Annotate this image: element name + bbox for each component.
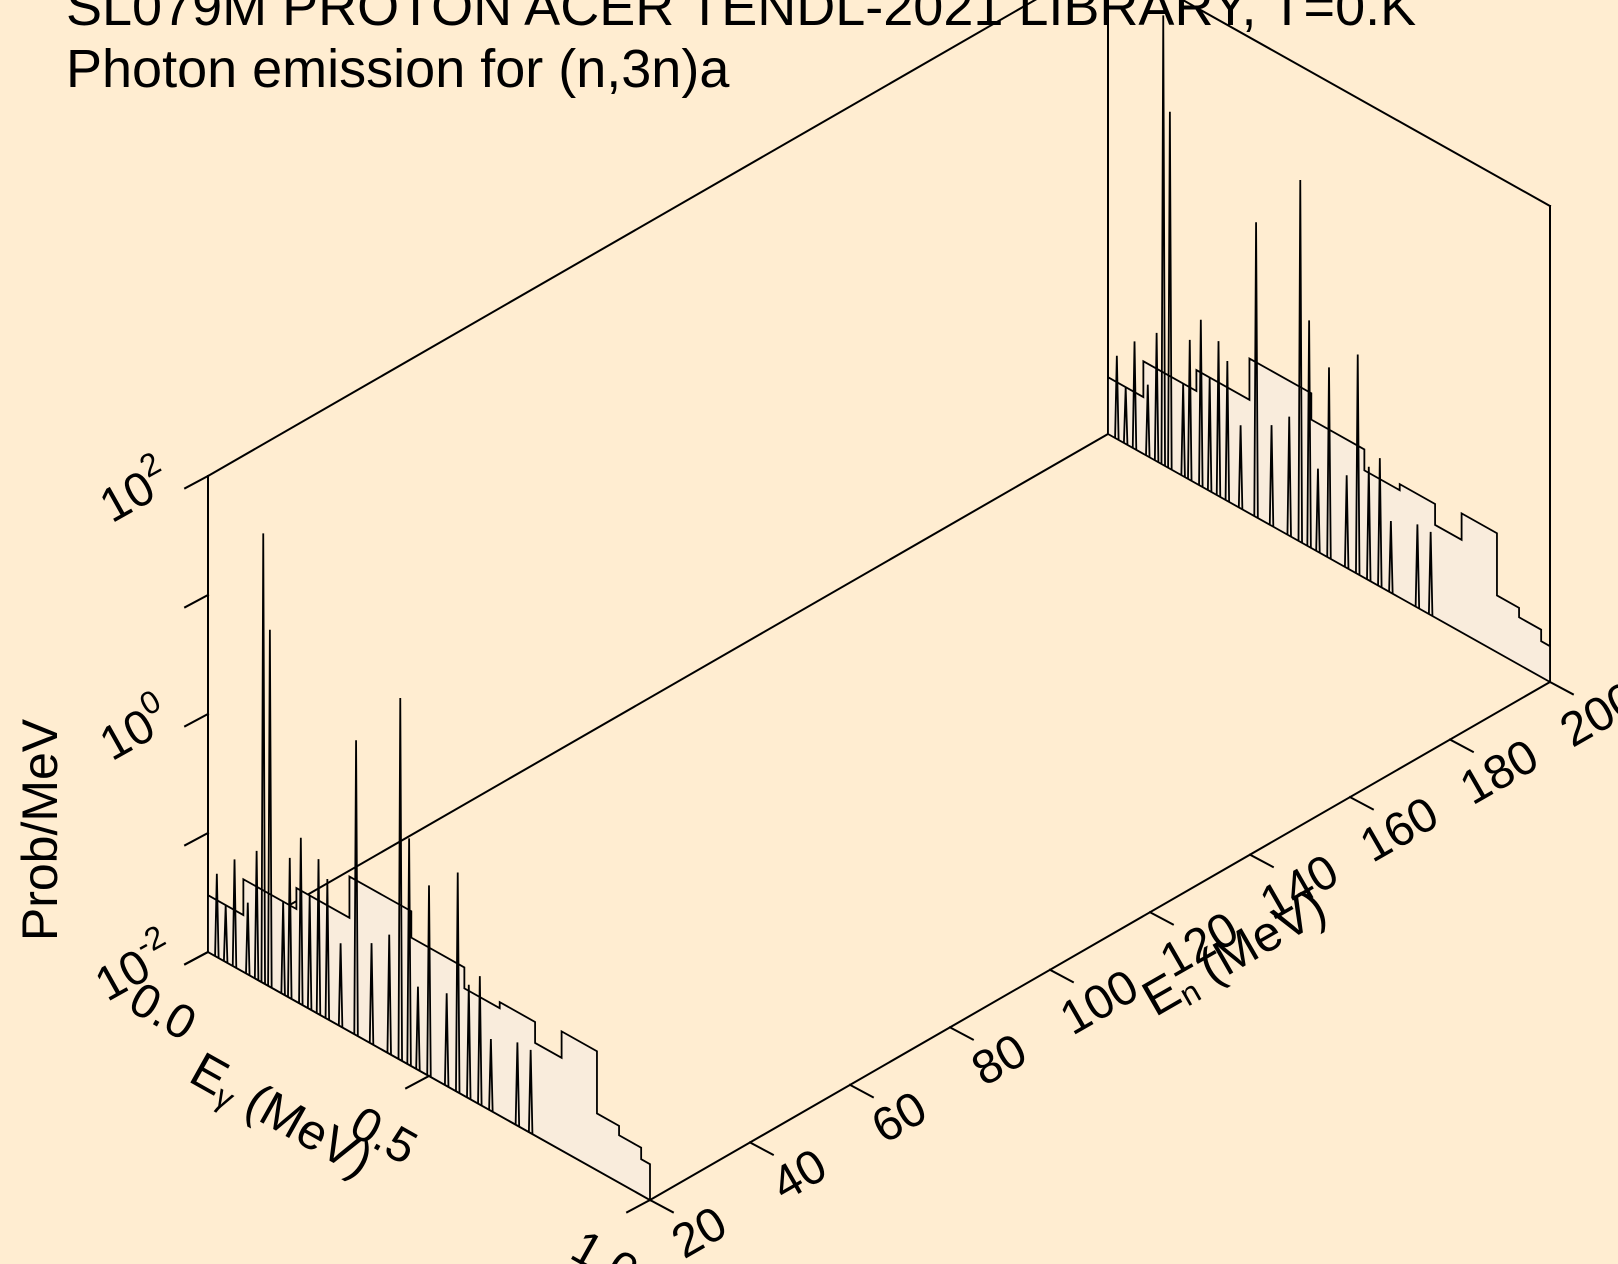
gamma-line-20-22 — [455, 872, 461, 1094]
y-tick-label-9: 200 — [1552, 672, 1618, 758]
x-tick-mark-1 — [404, 1074, 431, 1090]
gamma-line-20-18 — [406, 838, 412, 1066]
gamma-line-200-8 — [1187, 339, 1193, 481]
gamma-line-200-22 — [1355, 354, 1361, 576]
gamma-line-200-25 — [1388, 521, 1394, 594]
gamma-line-200-17 — [1297, 179, 1303, 543]
back-top-edge — [206, 0, 1038, 478]
x-tick-label-2: 1.0 — [563, 1220, 647, 1264]
chart-subtitle: Photon emission for (n,3n)a — [66, 39, 730, 99]
gamma-line-20-25 — [488, 1039, 494, 1112]
far-top-edge — [1180, 0, 1552, 208]
y-tick-label-2: 60 — [863, 1081, 936, 1154]
gamma-line-20-0 — [214, 873, 220, 958]
back-floor-edge — [206, 432, 1110, 954]
gamma-line-200-23 — [1366, 466, 1372, 582]
y-tick-label-3: 80 — [963, 1024, 1036, 1097]
gamma-line-200-10 — [1206, 377, 1213, 493]
y-tick-mark-4 — [1048, 968, 1075, 984]
y-tick-mark-6 — [1248, 853, 1275, 869]
gamma-line-20-4 — [253, 850, 260, 981]
gamma-line-200-19 — [1315, 468, 1321, 553]
gamma-line-20-27 — [527, 1049, 534, 1135]
y-tick-label-1: 40 — [763, 1139, 836, 1212]
gamma-line-20-15 — [368, 943, 375, 1045]
gamma-line-200-26 — [1414, 524, 1421, 609]
y-tick-label-8: 180 — [1452, 730, 1548, 816]
z-minor-tick-0 — [183, 950, 210, 966]
y-axis-line — [648, 680, 1552, 1202]
chart-title: SL079M PROTON ACER TENDL-2021 LIBRARY, T… — [66, 0, 1417, 37]
gamma-line-200-18 — [1306, 320, 1312, 548]
gamma-line-20-6 — [267, 629, 273, 988]
gamma-line-200-24 — [1377, 458, 1383, 588]
gamma-line-200-16 — [1286, 416, 1292, 537]
gamma-line-200-21 — [1344, 475, 1350, 569]
gamma-line-20-13 — [337, 943, 344, 1028]
gamma-line-200-11 — [1215, 341, 1222, 498]
gamma-line-20-20 — [426, 885, 432, 1078]
continuum-slice-20 — [207, 875, 651, 1202]
gamma-line-20-19 — [415, 986, 421, 1071]
z-axis-label: Prob/MeV — [12, 718, 68, 941]
y-tick-mark-9 — [1548, 680, 1575, 696]
z-minor-tick-1 — [183, 831, 210, 847]
gamma-line-20-1 — [223, 905, 229, 963]
gamma-line-20-8 — [287, 857, 293, 999]
z-minor-tick-2 — [183, 712, 210, 728]
gamma-line-200-0 — [1114, 355, 1120, 440]
y-tick-mark-2 — [848, 1083, 875, 1099]
y-tick-label-4: 100 — [1052, 960, 1148, 1046]
gamma-line-20-12 — [324, 878, 331, 1020]
gamma-line-20-3 — [245, 902, 251, 976]
y-tick-mark-3 — [948, 1025, 975, 1041]
gamma-line-200-5 — [1160, 15, 1166, 466]
y-tick-mark-1 — [748, 1141, 775, 1157]
gamma-line-200-3 — [1145, 384, 1151, 458]
gamma-line-200-1 — [1123, 387, 1129, 445]
gamma-line-200-27 — [1427, 531, 1434, 617]
gamma-line-20-11 — [315, 859, 322, 1016]
gamma-line-20-17 — [397, 697, 403, 1061]
gamma-line-200-15 — [1268, 425, 1275, 527]
gamma-line-20-24 — [477, 976, 483, 1106]
y-tick-mark-0 — [648, 1198, 675, 1214]
y-tick-label-0: 20 — [663, 1197, 736, 1264]
y-tick-mark-5 — [1148, 910, 1175, 926]
z-minor-tick-4 — [183, 474, 210, 490]
y-tick-mark-7 — [1348, 795, 1375, 811]
x-tick-mark-2 — [625, 1198, 652, 1214]
z-tick-label-2: 102 — [87, 444, 179, 533]
gamma-line-20-9 — [298, 837, 304, 1006]
gamma-line-20-16 — [386, 934, 392, 1055]
x-axis-label: Eγ (MeV) — [180, 1041, 383, 1190]
gamma-line-200-20 — [1326, 367, 1332, 560]
gamma-line-20-26 — [514, 1042, 521, 1127]
gamma-line-200-14 — [1253, 222, 1259, 519]
gamma-line-200-4 — [1153, 332, 1160, 463]
gamma-line-200-7 — [1180, 383, 1186, 478]
gamma-line-20-7 — [280, 901, 286, 996]
gamma-line-200-9 — [1198, 319, 1204, 488]
z-minor-tick-3 — [183, 593, 210, 609]
gamma-line-20-10 — [306, 895, 313, 1011]
y-tick-mark-8 — [1448, 738, 1475, 754]
gamma-line-200-13 — [1237, 425, 1244, 510]
continuum-slice-200 — [1107, 357, 1551, 684]
gamma-line-20-2 — [231, 859, 238, 968]
z-tick-label-1: 100 — [87, 682, 179, 771]
gamma-line-20-5 — [260, 533, 266, 984]
gamma-line-20-14 — [353, 740, 359, 1037]
gamma-line-200-6 — [1167, 111, 1173, 470]
gamma-line-200-12 — [1224, 360, 1231, 502]
gamma-line-20-21 — [444, 993, 450, 1087]
gamma-line-200-2 — [1131, 341, 1138, 450]
gamma-line-20-23 — [466, 984, 472, 1100]
y-tick-label-7: 160 — [1352, 787, 1448, 873]
